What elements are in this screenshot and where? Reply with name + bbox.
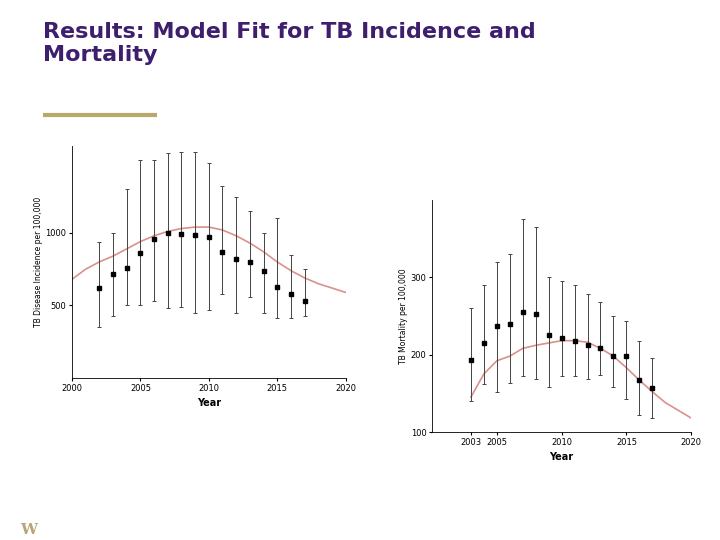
Text: W: W: [20, 523, 37, 537]
Text: Results: Model Fit for TB Incidence and
Mortality: Results: Model Fit for TB Incidence and …: [43, 22, 536, 65]
Y-axis label: TB Mortality per 100,000: TB Mortality per 100,000: [399, 268, 408, 364]
Y-axis label: TB Disease Incidence per 100,000: TB Disease Incidence per 100,000: [34, 197, 42, 327]
X-axis label: Year: Year: [549, 452, 574, 462]
X-axis label: Year: Year: [197, 398, 221, 408]
Text: DEPARTMENT OF EPIDEMIOLOGY: DEPARTMENT OF EPIDEMIOLOGY: [54, 523, 168, 528]
Text: School of Public Health: School of Public Health: [54, 535, 122, 540]
Text: UNIVERSITY of WASHINGTON: UNIVERSITY of WASHINGTON: [54, 529, 140, 534]
